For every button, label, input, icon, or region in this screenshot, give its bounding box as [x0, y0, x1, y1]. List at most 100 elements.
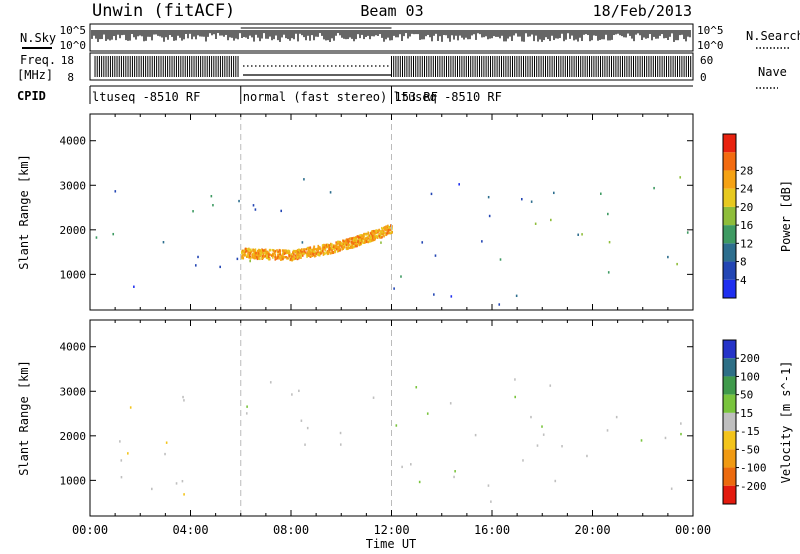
range-cell	[286, 257, 288, 260]
range-cell	[359, 243, 361, 246]
range-cell	[373, 235, 375, 238]
range-cell	[329, 248, 331, 251]
colorbar-tick-label: 12	[740, 237, 753, 250]
range-cell	[120, 475, 123, 479]
x-tick-label: 12:00	[373, 523, 409, 537]
range-cell	[250, 248, 252, 251]
range-cell	[318, 253, 321, 257]
range-cell	[349, 237, 351, 240]
range-cell	[318, 247, 321, 250]
panel-frame	[89, 319, 694, 517]
range-cell	[355, 236, 358, 240]
range-cell	[384, 227, 387, 230]
x-tick-label: 08:00	[273, 523, 309, 537]
colorbar-swatch	[723, 152, 736, 171]
range-cell	[256, 257, 259, 261]
range-cell	[300, 252, 303, 256]
range-cell	[317, 245, 320, 249]
range-cell	[377, 234, 380, 237]
range-cell	[268, 253, 270, 256]
range-cell	[388, 226, 390, 229]
range-cell	[274, 258, 277, 261]
range-cell	[257, 249, 259, 253]
range-cell	[514, 378, 516, 381]
range-cell	[295, 249, 298, 253]
range-cell	[294, 254, 297, 257]
range-cell	[520, 197, 523, 201]
range-cell	[359, 235, 362, 238]
range-cell	[354, 237, 356, 241]
range-cell	[259, 250, 262, 253]
range-cell	[515, 294, 518, 298]
range-cell	[261, 250, 264, 254]
range-cell	[291, 253, 293, 256]
range-cell	[259, 253, 261, 256]
range-cell	[303, 178, 305, 181]
range-cell	[292, 258, 295, 261]
range-cell	[328, 244, 330, 247]
range-cell	[254, 250, 257, 253]
range-cell	[175, 482, 178, 485]
range-cell	[326, 243, 329, 246]
range-cell	[301, 250, 304, 254]
colorbar-tick-label: -200	[740, 480, 767, 493]
range-cell	[367, 231, 370, 235]
range-cell	[390, 230, 393, 234]
range-cell	[474, 433, 477, 437]
range-cell	[323, 244, 326, 247]
range-cell	[327, 245, 330, 249]
range-cell	[256, 254, 259, 257]
range-cell	[372, 396, 375, 399]
range-cell	[257, 255, 260, 258]
colorbar-tick-label: 20	[740, 201, 753, 214]
colorbar-tick-label: 16	[740, 219, 753, 232]
range-cell	[133, 285, 135, 288]
range-cell	[287, 249, 290, 253]
range-cell	[294, 257, 297, 260]
nsearch-tick-top: 10^5	[697, 24, 724, 37]
range-cell	[360, 234, 362, 237]
range-cell	[298, 248, 300, 251]
range-cell	[298, 389, 300, 393]
range-cell	[300, 248, 303, 251]
range-cell	[581, 233, 583, 236]
range-cell	[296, 257, 299, 260]
range-cell	[261, 256, 263, 260]
nave-label: Nave	[758, 65, 787, 79]
colorbar-tick-label: 15	[740, 407, 753, 420]
x-tick-label: 00:00	[675, 523, 711, 537]
range-cell	[291, 393, 293, 396]
cpid-label: CPID	[17, 89, 46, 103]
range-cell	[299, 248, 301, 252]
range-cell	[370, 238, 372, 242]
range-cell	[281, 249, 284, 252]
range-cell	[341, 243, 344, 247]
range-cell	[664, 436, 667, 440]
range-cell	[378, 234, 381, 238]
range-cell	[530, 415, 532, 419]
power-panel: 1000 2000 3000 4000 Slant Range [km] 4 8 12 16 20…	[17, 113, 793, 311]
range-cell	[127, 452, 129, 455]
range-cell	[330, 251, 333, 255]
range-cell	[355, 241, 358, 245]
range-cell	[522, 459, 524, 462]
range-cell	[265, 253, 267, 256]
range-cell	[266, 254, 269, 257]
range-cell	[371, 230, 374, 233]
y-tick-label: 4000	[60, 135, 87, 148]
y-tick-label: 4000	[60, 341, 87, 354]
range-cell	[264, 248, 267, 252]
range-cell	[577, 233, 579, 236]
range-cell	[262, 256, 264, 260]
range-cell	[252, 204, 255, 207]
panel-frame	[89, 113, 694, 311]
range-cell	[339, 240, 341, 244]
range-cell	[276, 250, 279, 254]
range-cell	[282, 255, 284, 258]
range-cell	[384, 225, 387, 229]
range-cell	[271, 254, 273, 258]
range-cell	[372, 235, 374, 238]
range-cell	[263, 255, 265, 258]
range-cell	[326, 245, 328, 249]
